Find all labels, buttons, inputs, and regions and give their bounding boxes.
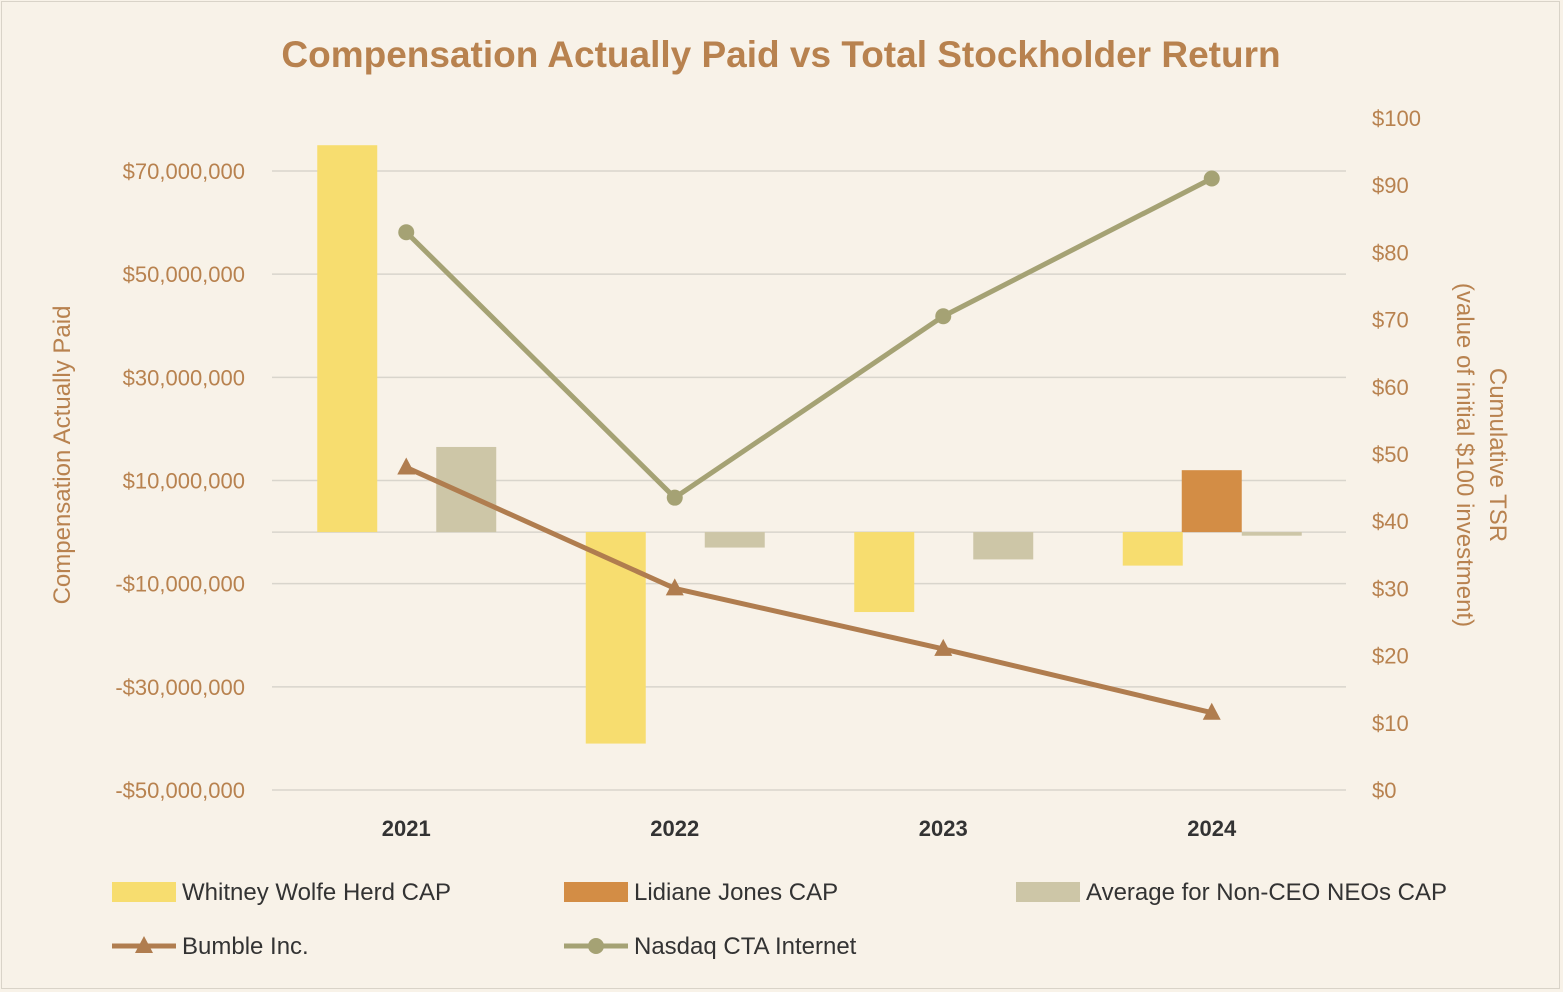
- legend-marker: [135, 936, 153, 953]
- y2-tick-label: $90: [1372, 173, 1409, 198]
- y-axis-title: Compensation Actually Paid: [49, 306, 76, 605]
- point-marker: [934, 638, 953, 656]
- point-marker: [665, 578, 684, 596]
- legend-label: Nasdaq CTA Internet: [634, 933, 857, 960]
- bar: [1241, 532, 1302, 536]
- bars: [317, 145, 1302, 744]
- point-marker: [935, 308, 952, 325]
- y2-tick-label: $20: [1372, 644, 1409, 669]
- y2-tick-label: $80: [1372, 240, 1409, 265]
- y-tick-label: -$10,000,000: [115, 572, 245, 597]
- point-marker: [398, 224, 415, 241]
- x-tick-label: 2021: [382, 816, 431, 841]
- legend-swatch: [564, 882, 628, 902]
- legend-marker: [588, 938, 604, 954]
- legend-label: Bumble Inc.: [182, 933, 309, 960]
- y-tick-label: -$50,000,000: [115, 778, 245, 803]
- y2-tick-label: $70: [1372, 308, 1409, 333]
- point-marker: [1202, 702, 1221, 720]
- bar: [854, 532, 915, 613]
- bar: [1181, 470, 1242, 533]
- bar: [317, 145, 378, 533]
- point-marker: [1203, 170, 1220, 187]
- bar: [973, 532, 1034, 560]
- y-tick-label: $70,000,000: [123, 159, 245, 184]
- bar: [436, 446, 497, 533]
- legend-label: Whitney Wolfe Herd CAP: [182, 879, 451, 906]
- chart-title: Compensation Actually Paid vs Total Stoc…: [281, 34, 1280, 75]
- y-tick-label: $50,000,000: [123, 262, 245, 287]
- lines: [397, 170, 1221, 720]
- y-tick-label: $30,000,000: [123, 365, 245, 390]
- legend-label: Lidiane Jones CAP: [634, 879, 838, 906]
- y2-tick-label: $60: [1372, 375, 1409, 400]
- y2-tick-label: $0: [1372, 778, 1396, 803]
- legend-swatch: [112, 882, 176, 902]
- y2-tick-label: $40: [1372, 509, 1409, 534]
- y2-tick-label: $30: [1372, 576, 1409, 601]
- x-tick-label: 2024: [1187, 816, 1237, 841]
- y2-axis-title-line2: (value of initial $100 investment): [1451, 283, 1478, 627]
- bar: [585, 532, 646, 744]
- bar: [704, 532, 765, 548]
- x-tick-label: 2022: [650, 816, 699, 841]
- x-tick-label: 2023: [919, 816, 968, 841]
- y2-tick-label: $10: [1372, 711, 1409, 736]
- point-marker: [666, 489, 683, 506]
- series-line: [404, 176, 1213, 501]
- bar: [1122, 532, 1183, 566]
- legend-label: Average for Non-CEO NEOs CAP: [1086, 879, 1447, 906]
- point-marker: [397, 457, 416, 475]
- y2-tick-label: $100: [1372, 106, 1421, 131]
- legend-swatch: [1016, 882, 1080, 902]
- y-tick-label: -$30,000,000: [115, 675, 245, 700]
- series-line: [405, 465, 1213, 716]
- legend: Whitney Wolfe Herd CAP Lidiane Jones CAP A…: [112, 879, 1447, 960]
- y2-tick-label: $50: [1372, 442, 1409, 467]
- axis-ticks: $70,000,000 $50,000,000 $30,000,000 $10,000…: [115, 106, 1421, 841]
- y2-axis-title-line1: Cumulative TSR: [1484, 368, 1511, 542]
- y-tick-label: $10,000,000: [123, 469, 245, 494]
